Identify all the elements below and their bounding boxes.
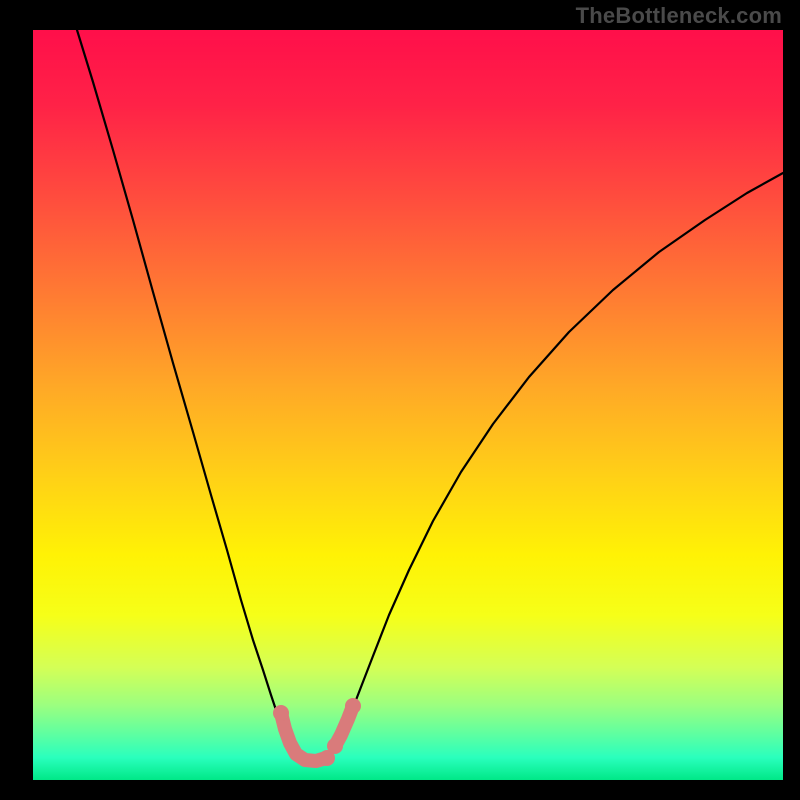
marker-group — [273, 698, 361, 766]
marker-dot — [345, 698, 361, 714]
watermark-text: TheBottleneck.com — [576, 3, 782, 29]
bottleneck-curve — [77, 30, 783, 761]
plot-area — [33, 30, 783, 780]
chart-frame: TheBottleneck.com — [0, 0, 800, 800]
marker-dot — [273, 705, 289, 721]
marker-dot — [327, 738, 343, 754]
chart-svg — [33, 30, 783, 780]
marker-segment — [281, 713, 326, 761]
